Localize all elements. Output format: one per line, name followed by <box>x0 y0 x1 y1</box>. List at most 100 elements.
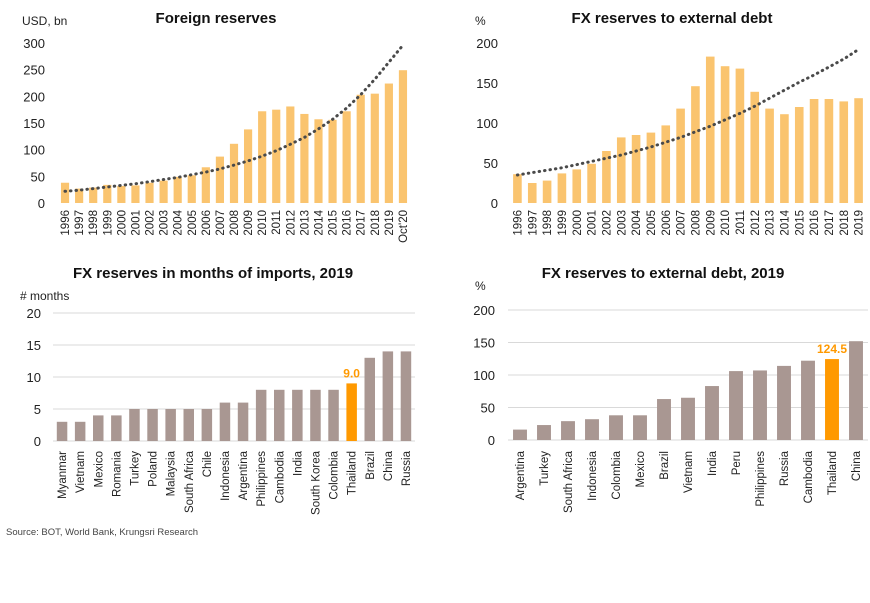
chart-title: Foreign reserves <box>156 10 277 27</box>
bar <box>809 99 819 203</box>
x-tick-label: 2019 <box>854 210 866 236</box>
bar <box>542 180 552 203</box>
y-tick-label: 5 <box>34 402 41 417</box>
x-tick-label: 2005 <box>187 210 199 236</box>
bar <box>131 185 140 203</box>
x-tick-label: Malaysia <box>166 450 178 496</box>
x-tick-label: 2004 <box>173 209 185 235</box>
x-tick-label: Argentina <box>238 450 250 500</box>
x-tick-label: Chile <box>202 451 214 477</box>
x-tick-label: 1998 <box>542 210 554 236</box>
bar <box>74 421 86 441</box>
bar <box>328 119 337 203</box>
bar <box>537 425 551 440</box>
x-tick-label: Cambodia <box>803 450 815 503</box>
x-tick-label: Colombia <box>329 450 341 499</box>
bar <box>676 108 685 203</box>
bar <box>286 106 295 203</box>
chart-foreign-reserves: Foreign reserves USD, bn 0 50 100 150 200 250… <box>22 10 410 243</box>
bar <box>346 383 357 441</box>
bar <box>646 132 656 203</box>
x-tick-label: 2017 <box>824 210 836 236</box>
x-tick-label: 2002 <box>601 210 613 236</box>
bar <box>777 365 791 440</box>
bar <box>159 180 168 203</box>
bar <box>183 409 194 441</box>
y-tick-label: 50 <box>484 156 498 171</box>
y-tick-label: 300 <box>23 36 45 51</box>
x-tick-label: South Africa <box>184 450 196 513</box>
x-tick-label: 2018 <box>839 210 851 236</box>
x-tick-label: Vietnam <box>683 451 695 493</box>
x-tick-label: 2016 <box>342 210 354 236</box>
x-tick-label: Mexico <box>635 451 647 487</box>
y-unit-label: % <box>475 14 486 28</box>
x-tick-label: Brazil <box>365 451 377 480</box>
bar <box>370 93 379 203</box>
bar <box>854 98 863 203</box>
bar <box>147 409 158 441</box>
x-tick-label: 2001 <box>130 210 142 236</box>
x-tick-label: 2001 <box>587 210 599 236</box>
x-tick-label: 2019 <box>384 210 396 236</box>
y-tick-label: 100 <box>476 116 498 131</box>
chart-title: FX reserves to external debt <box>572 10 773 27</box>
bar <box>735 68 745 203</box>
x-tick-label: South Africa <box>563 450 575 513</box>
y-tick-label: 0 <box>38 196 45 211</box>
x-tick-label: Colombia <box>611 450 623 499</box>
bar <box>215 156 225 203</box>
bar <box>801 360 815 440</box>
x-tick-label: 2005 <box>646 210 658 236</box>
bar <box>631 135 641 203</box>
x-tick-label: 2006 <box>661 210 673 236</box>
bar <box>255 389 267 441</box>
y-tick-label: 200 <box>476 36 498 51</box>
x-tick-label: 2010 <box>720 210 732 236</box>
bar <box>103 184 112 203</box>
bar <box>824 99 834 203</box>
x-tick-label: Indonesia <box>587 450 599 500</box>
chart-reserves-to-debt-2019: FX reserves to external debt, 2019 % 0 50… <box>473 265 868 513</box>
x-tick-label: 2003 <box>616 210 628 236</box>
y-tick-label: 200 <box>23 89 45 104</box>
x-tick-label: Indonesia <box>220 450 232 500</box>
bar <box>237 402 249 441</box>
y-tick-label: 200 <box>473 303 495 318</box>
bar <box>729 371 743 440</box>
bar <box>310 389 321 441</box>
x-tick-label: Cambodia <box>274 450 286 503</box>
bar <box>93 415 104 441</box>
bar <box>382 351 394 441</box>
x-tick-label: 1996 <box>512 210 524 236</box>
bar <box>145 182 154 203</box>
x-tick-label: 1999 <box>557 210 569 236</box>
y-unit-label: # months <box>20 289 69 303</box>
bar <box>229 143 239 203</box>
x-tick-label: 2015 <box>794 210 806 236</box>
x-tick-label: Thailand <box>827 451 839 495</box>
bar <box>794 107 804 203</box>
x-tick-label: 2011 <box>271 210 283 235</box>
x-tick-label: Oct'20 <box>398 210 410 243</box>
bar <box>272 109 281 203</box>
y-unit-label: % <box>475 279 486 293</box>
trend-line <box>515 47 861 177</box>
bar <box>849 341 863 440</box>
x-tick-label: 2015 <box>328 210 340 236</box>
bar <box>661 125 671 203</box>
bar <box>585 419 599 440</box>
bar <box>117 185 126 203</box>
bar <box>691 86 700 203</box>
chart-months-of-imports: FX reserves in months of imports, 2019 #… <box>20 265 415 515</box>
x-tick-label: India <box>292 450 304 476</box>
bar <box>657 399 671 440</box>
x-tick-label: Russia <box>401 450 413 486</box>
bar <box>705 56 715 203</box>
x-tick-label: 2011 <box>735 210 747 235</box>
source-note: Source: BOT, World Bank, Krungsri Resear… <box>6 527 198 538</box>
x-tick-label: 2000 <box>116 210 128 236</box>
bar <box>572 169 582 203</box>
x-tick-label: 1998 <box>88 210 100 236</box>
x-tick-label: 2003 <box>159 210 171 236</box>
